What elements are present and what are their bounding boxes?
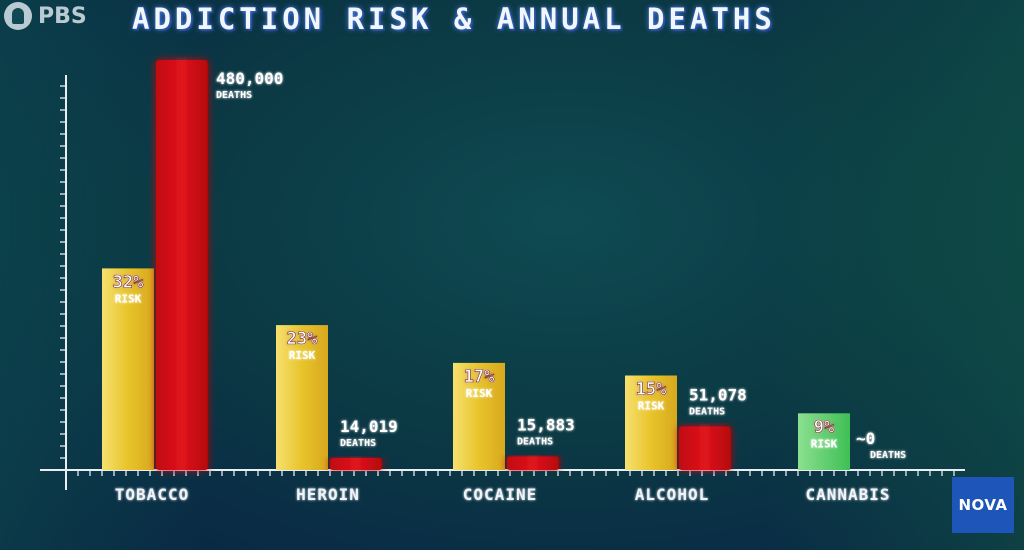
chart-title: ADDICTION RISK & ANNUAL DEATHS — [132, 2, 776, 36]
deaths-sub-label-heroin: DEATHS — [340, 438, 376, 449]
deaths-sub-label-cannabis: DEATHS — [870, 450, 906, 461]
risk-sub-label-cannabis: RISK — [811, 437, 838, 450]
risk-value-label-alcohol: 15% — [636, 380, 667, 400]
category-label-cocaine: COCAINE — [463, 485, 537, 504]
deaths-sub-label-tobacco: DEATHS — [216, 90, 252, 101]
risk-value-label-tobacco: 32% — [113, 272, 144, 292]
bars — [102, 60, 850, 470]
deaths-value-label-tobacco: 480,000 — [216, 69, 283, 88]
risk-value-label-cocaine: 17% — [464, 367, 495, 387]
data-labels: 32%RISK480,000DEATHSTOBACCO23%RISK14,019… — [112, 69, 906, 504]
deaths-sub-label-alcohol: DEATHS — [689, 406, 725, 417]
deaths-value-label-alcohol: 51,078 — [689, 385, 747, 404]
deaths-bar-tobacco — [156, 60, 208, 470]
pbs-logo: PBS — [4, 2, 87, 30]
pbs-head-icon — [4, 2, 32, 30]
risk-bar-cocaine — [453, 362, 505, 470]
nova-logo: NOVA — [952, 477, 1014, 533]
deaths-bar-heroin — [330, 458, 382, 470]
deaths-bar-cocaine — [507, 456, 559, 470]
risk-sub-label-tobacco: RISK — [115, 292, 142, 305]
deaths-value-label-heroin: 14,019 — [340, 417, 398, 436]
risk-sub-label-heroin: RISK — [289, 349, 316, 362]
risk-sub-label-alcohol: RISK — [638, 400, 665, 413]
risk-sub-label-cocaine: RISK — [466, 387, 493, 400]
risk-bar-cannabis — [798, 413, 850, 470]
risk-value-label-heroin: 23% — [287, 329, 318, 349]
pbs-logo-text: PBS — [38, 3, 87, 29]
risk-bar-heroin — [276, 325, 328, 470]
risk-bar-tobacco — [102, 268, 154, 470]
category-label-tobacco: TOBACCO — [115, 485, 189, 504]
deaths-bar-alcohol — [679, 426, 731, 470]
risk-bar-alcohol — [625, 375, 677, 470]
category-label-heroin: HEROIN — [296, 485, 360, 504]
deaths-value-label-cannabis: ~0 — [856, 429, 875, 448]
risk-value-label-cannabis: 9% — [814, 417, 835, 437]
category-label-cannabis: CANNABIS — [805, 485, 890, 504]
deaths-value-label-cocaine: 15,883 — [517, 415, 575, 434]
category-label-alcohol: ALCOHOL — [635, 485, 709, 504]
deaths-sub-label-cocaine: DEATHS — [517, 436, 553, 447]
